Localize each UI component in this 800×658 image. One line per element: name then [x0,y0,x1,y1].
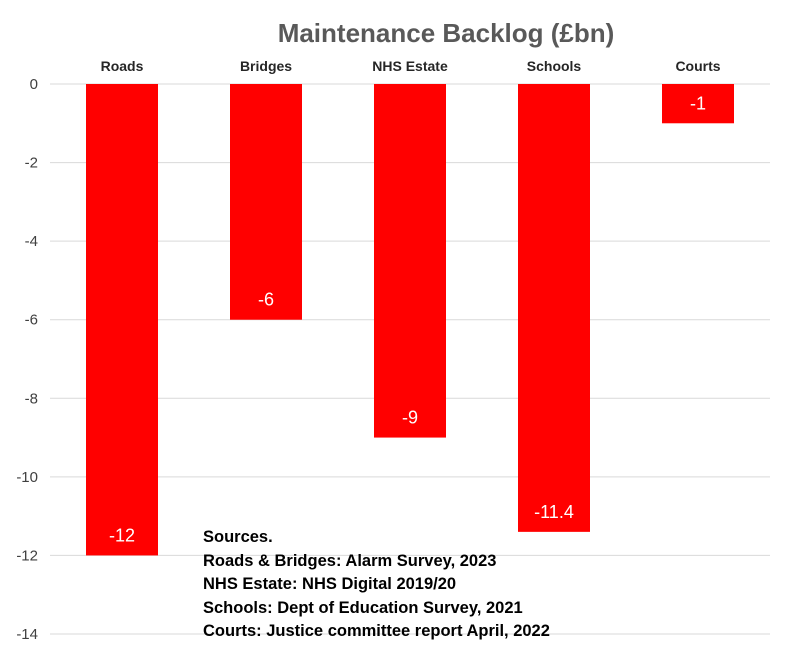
y-tick-label: -6 [25,312,38,329]
data-label: -6 [258,290,274,310]
source-courts: Courts: Justice committee report April, … [203,622,550,640]
sources-heading: Sources. [203,528,273,546]
data-label: -1 [690,93,706,113]
bar-nhs-estate [374,84,446,438]
source-nhs-estate: NHS Estate: NHS Digital 2019/20 [203,575,457,593]
y-axis-ticks: 0 -2 -4 -6 -8 -10 -12 -14 [16,76,38,643]
source-roads-bridges: Roads & Bridges: Alarm Survey, 2023 [203,551,497,570]
chart-title: Maintenance Backlog (£bn) [278,18,615,48]
y-tick-label: -10 [16,469,38,486]
y-tick-label: -14 [16,626,38,643]
data-label: -12 [109,525,135,545]
y-tick-label: -4 [25,233,38,250]
y-tick-label: -8 [25,390,38,407]
category-label: Roads [101,58,144,74]
bar-schools [518,84,590,532]
category-label: NHS Estate [372,58,448,74]
bar-courts [662,84,734,124]
category-label: Courts [675,58,720,74]
y-tick-label: 0 [30,76,38,93]
data-label: -9 [402,408,418,428]
sources-annotation: Sources. Roads & Bridges: Alarm Survey, … [203,526,550,644]
data-labels: -12 -6 -9 -11.4 -1 [109,93,706,545]
category-label: Bridges [240,58,292,74]
y-tick-label: -2 [25,155,38,172]
category-labels: Roads Bridges NHS Estate Schools Courts [101,58,721,74]
category-label: Schools [527,58,582,74]
data-label: -11.4 [534,502,574,522]
y-tick-label: -12 [16,547,38,564]
bar-roads [86,84,158,556]
source-schools: Schools: Dept of Education Survey, 2021 [203,598,523,617]
bar-bridges [230,84,302,320]
bars [86,84,734,556]
